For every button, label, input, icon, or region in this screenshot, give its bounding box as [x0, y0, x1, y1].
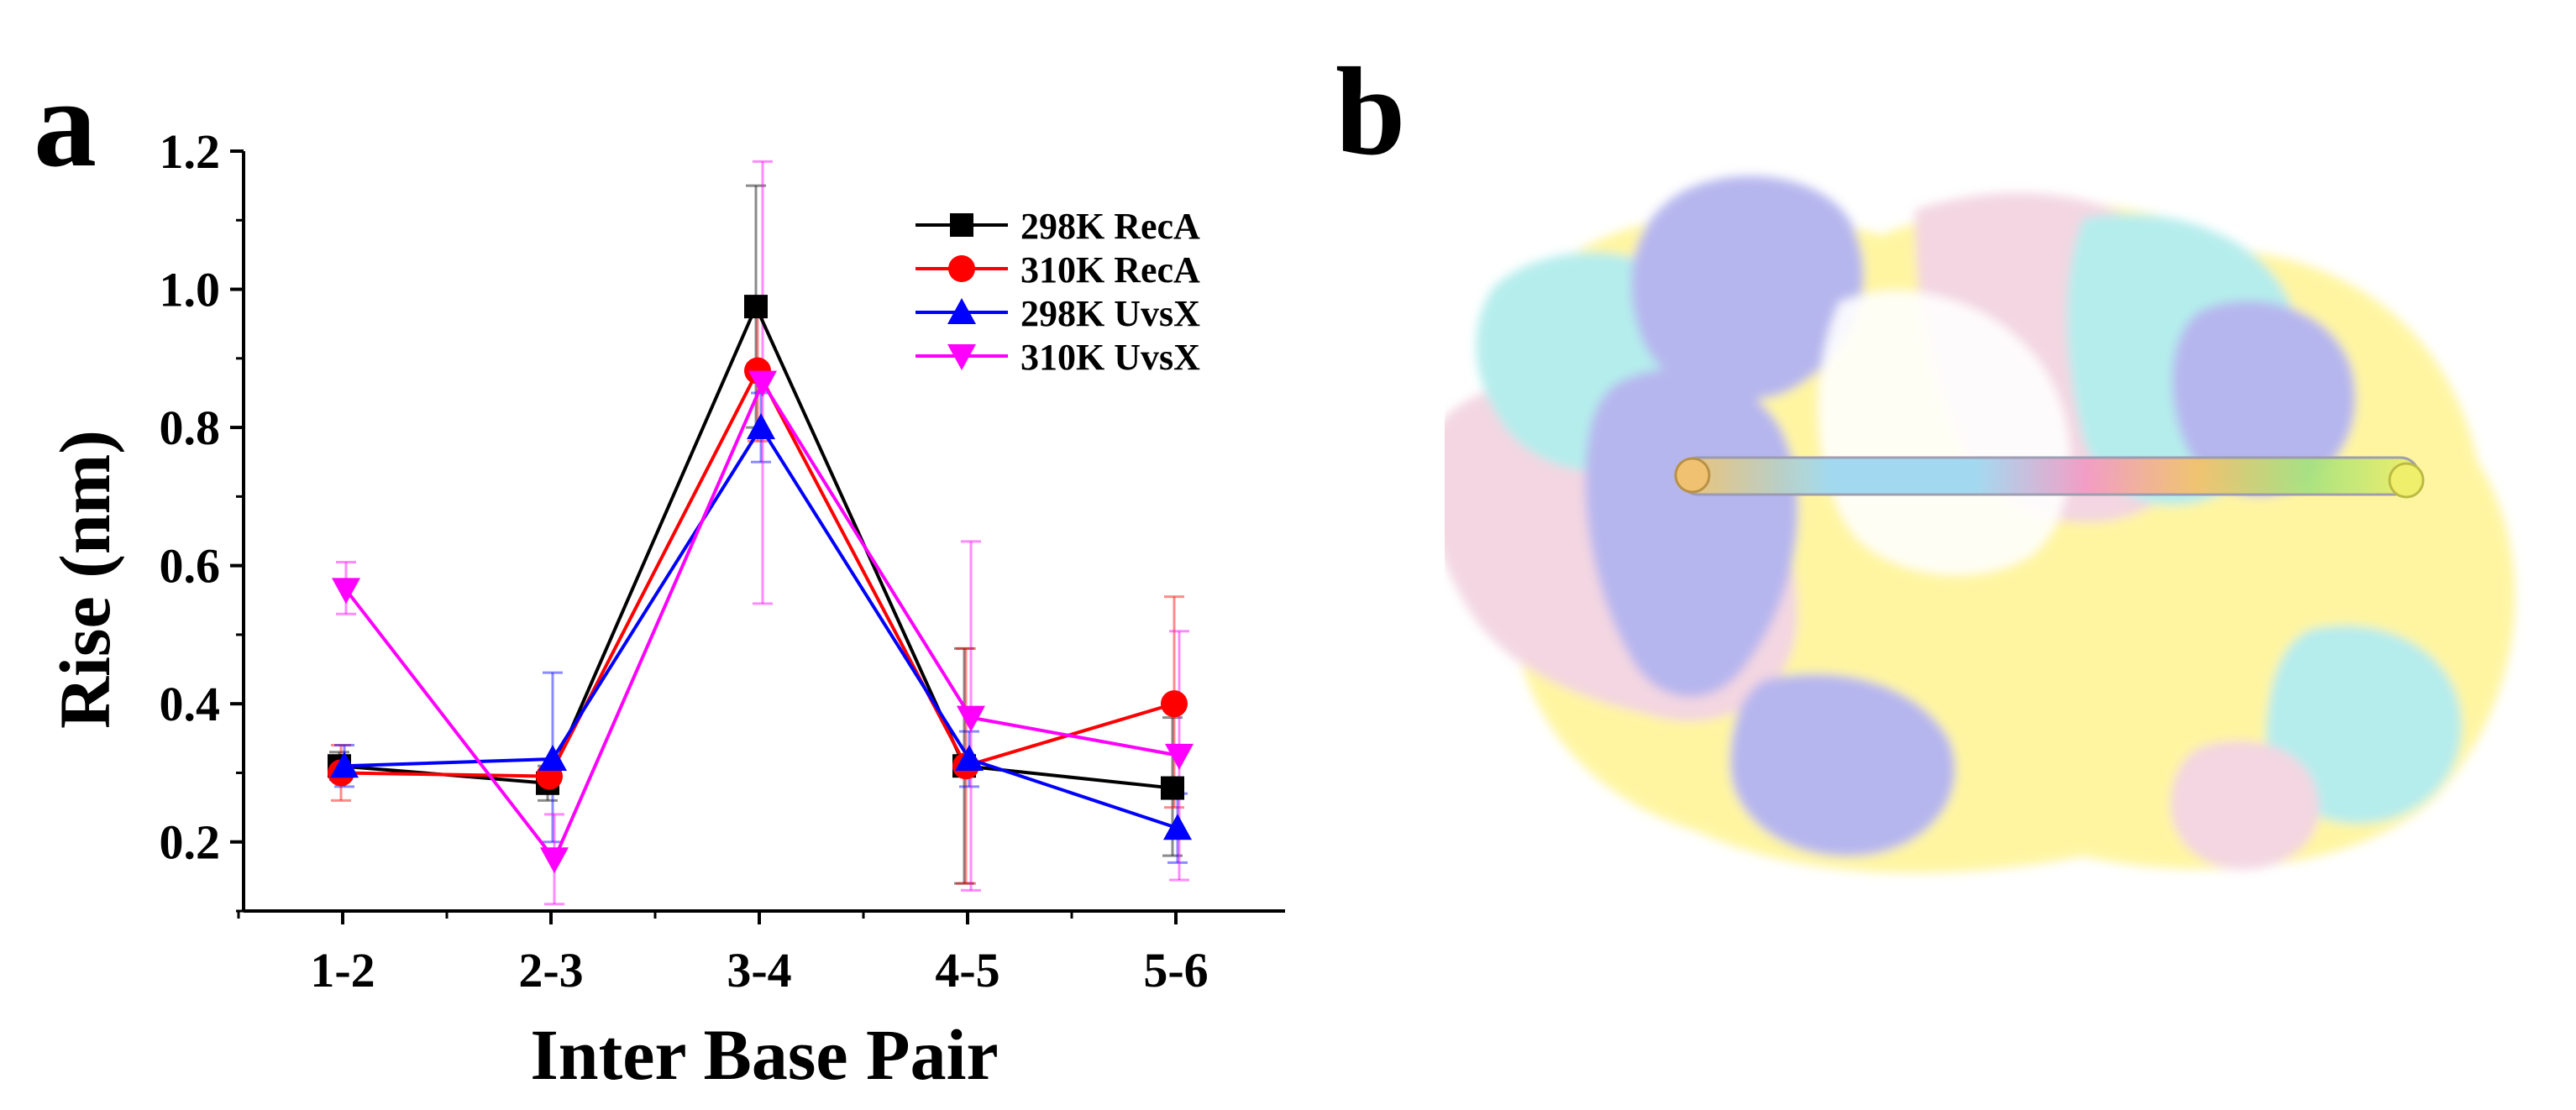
legend-label: 298K RecA: [1020, 206, 1200, 247]
protein-dna-structure-image: [1445, 175, 2516, 873]
data-point-triangle-down: [957, 705, 985, 732]
data-point-square: [744, 295, 768, 319]
x-tick-label: 4-5: [935, 943, 999, 997]
data-point-triangle-down: [947, 344, 976, 370]
legend-label: 310K RecA: [1020, 249, 1200, 291]
data-point-triangle-down: [540, 847, 569, 874]
panel-b-label: b: [1335, 42, 1406, 181]
data-point-triangle-up: [955, 745, 984, 771]
x-tick-label: 3-4: [727, 943, 791, 997]
protein-surface-pink-lower: [2170, 741, 2320, 870]
y-tick-label: 0.8: [160, 401, 221, 455]
series-markers: [328, 295, 1194, 874]
protein-surface-purple-left: [1631, 175, 1864, 401]
x-tick-label: 5-6: [1143, 943, 1208, 997]
y-tick-label: 0.6: [160, 539, 221, 594]
x-axis-label: Inter Base Pair: [530, 1014, 998, 1095]
y-tick-label: 0.2: [160, 815, 221, 870]
data-point-triangle-down: [332, 578, 360, 605]
chart-axes: 0.2 0.4 0.6 0.8 1.0 1.2 1-2 2-3 3-4 4-5 5-6: [160, 124, 1285, 997]
data-point-square: [950, 213, 973, 237]
data-point-triangle-down: [1165, 743, 1194, 770]
series-line: [344, 424, 1178, 830]
data-point-circle: [948, 255, 975, 282]
data-point-circle: [1161, 690, 1188, 718]
data-point-triangle-up: [947, 298, 976, 324]
data-point-triangle-down: [748, 370, 777, 397]
data-point-triangle-up: [1163, 814, 1192, 840]
y-tick-label: 1.2: [160, 124, 221, 179]
data-point-triangle-up: [747, 413, 775, 440]
legend-label: 298K UvsX: [1020, 293, 1200, 334]
data-point-triangle-up: [538, 745, 567, 771]
protein-surface-cyan-lower: [2266, 625, 2462, 825]
protein-surface-purple-right: [2172, 301, 2356, 496]
y-tick-label: 0.4: [160, 677, 221, 731]
y-axis-label: Rise (nm): [45, 430, 125, 729]
y-tick-label: 1.0: [160, 263, 221, 317]
protein-surface-purple-lower: [1730, 673, 1955, 856]
dna-helix: [1674, 456, 2425, 499]
data-point-square: [1161, 776, 1184, 800]
protein-central-cavity: [1818, 291, 2070, 575]
x-tick-label: 2-3: [518, 943, 583, 997]
x-tick-label: 1-2: [310, 943, 375, 997]
protein-surface-purple-center: [1585, 369, 1798, 698]
data-point-triangle-up: [330, 751, 359, 778]
rise-line-chart: 0.2 0.4 0.6 0.8 1.0 1.2 1-2 2-3 3-4 4-5 5-6 298K R…: [45, 124, 1285, 1095]
legend-label: 310K UvsX: [1020, 337, 1200, 378]
panel-a-label: a: [34, 54, 97, 193]
